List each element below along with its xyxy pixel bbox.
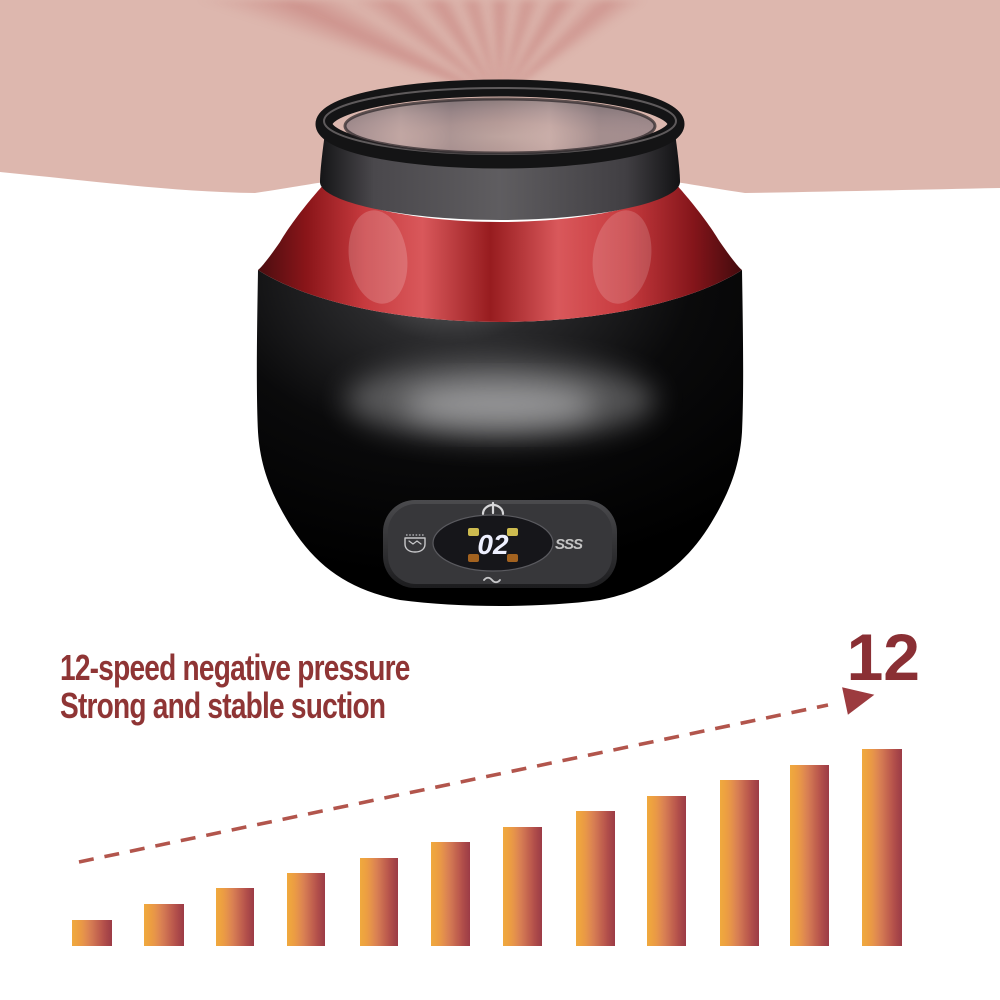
svg-text:12: 12 [847, 620, 920, 694]
